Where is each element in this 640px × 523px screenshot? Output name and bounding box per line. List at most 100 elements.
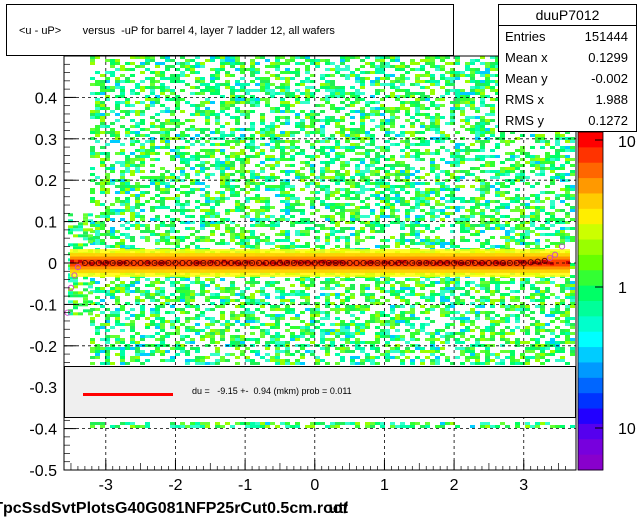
heat-cell: [535, 293, 540, 296]
heat-cell: [325, 167, 330, 170]
heat-cell: [320, 341, 325, 344]
heat-cell: [375, 335, 380, 338]
heat-cell: [410, 83, 415, 86]
heat-cell: [535, 155, 540, 158]
heat-cell: [360, 326, 365, 329]
heat-cell: [425, 425, 430, 428]
heat-cell: [245, 98, 250, 101]
heat-cell: [190, 143, 195, 146]
heat-cell: [275, 86, 280, 89]
heat-cell: [250, 65, 255, 68]
heat-cell: [405, 302, 410, 305]
heat-cell: [250, 74, 255, 77]
heat-cell: [245, 296, 250, 299]
heat-cell: [295, 317, 300, 320]
heat-cell: [535, 209, 540, 212]
heat-cell: [105, 218, 110, 221]
heat-cell: [385, 329, 390, 332]
heat-cell: [145, 134, 150, 137]
heat-cell: [320, 134, 325, 137]
heat-cell: [435, 125, 440, 128]
heat-cell: [145, 95, 150, 98]
heat-cell: [150, 293, 155, 296]
heat-cell: [490, 329, 495, 332]
heat-cell: [250, 155, 255, 158]
heat-cell: [325, 137, 330, 140]
heat-cell: [310, 146, 315, 149]
heat-cell: [155, 338, 160, 341]
heat-cell: [420, 176, 425, 179]
heat-cell: [545, 143, 550, 146]
heat-cell: [220, 299, 225, 302]
heat-cell: [150, 101, 155, 104]
heat-cell: [405, 323, 410, 326]
heat-cell: [270, 224, 275, 227]
heat-cell: [460, 332, 465, 335]
heat-cell: [405, 356, 410, 359]
heat-cell: [320, 176, 325, 179]
heat-cell: [475, 290, 480, 293]
heat-cell: [315, 245, 320, 248]
heat-cell: [355, 68, 360, 71]
heat-cell: [175, 332, 180, 335]
heat-cell: [280, 359, 285, 362]
heat-cell: [455, 74, 460, 77]
heat-cell: [310, 197, 315, 200]
heat-cell: [470, 59, 475, 62]
heat-cell: [535, 134, 540, 137]
heat-cell: [430, 77, 435, 80]
heat-cell: [175, 176, 180, 179]
heat-cell: [265, 293, 270, 296]
heat-cell: [275, 353, 280, 356]
heat-cell: [370, 236, 375, 239]
heat-cell: [220, 329, 225, 332]
heat-cell: [455, 209, 460, 212]
heat-cell: [430, 101, 435, 104]
heat-cell: [410, 335, 415, 338]
heat-cell: [505, 185, 510, 188]
heat-cell: [150, 83, 155, 86]
heat-cell: [515, 209, 520, 212]
heat-cell: [165, 89, 170, 92]
heat-cell: [225, 113, 230, 116]
heat-cell: [335, 152, 340, 155]
heat-cell: [360, 110, 365, 113]
heat-cell: [240, 350, 245, 353]
heat-cell: [530, 212, 535, 215]
heat-cell: [390, 212, 395, 215]
heat-cell: [160, 131, 165, 134]
heat-cell: [530, 296, 535, 299]
heat-cell: [495, 278, 500, 281]
heat-cell: [270, 422, 275, 425]
heat-cell: [430, 353, 435, 356]
heat-cell: [395, 200, 400, 203]
heat-cell: [515, 242, 520, 245]
heat-cell: [110, 326, 115, 329]
heat-cell: [495, 245, 500, 248]
heat-cell: [355, 164, 360, 167]
heat-cell: [380, 68, 385, 71]
heat-cell: [160, 239, 165, 242]
heat-cell: [160, 86, 165, 89]
heat-cell: [490, 119, 495, 122]
heat-cell: [345, 236, 350, 239]
heat-cell: [120, 86, 125, 89]
heat-cell: [205, 344, 210, 347]
heat-cell: [150, 230, 155, 233]
heat-cell: [410, 224, 415, 227]
heat-cell: [390, 122, 395, 125]
heat-cell: [365, 236, 370, 239]
heat-cell: [285, 62, 290, 65]
heat-cell: [330, 323, 335, 326]
heat-cell: [220, 101, 225, 104]
heat-cell: [505, 326, 510, 329]
heat-cell: [540, 140, 545, 143]
heat-cell: [340, 176, 345, 179]
heat-cell: [190, 329, 195, 332]
heat-cell: [305, 176, 310, 179]
heat-cell: [435, 242, 440, 245]
heat-cell: [375, 191, 380, 194]
heat-cell: [180, 299, 185, 302]
heat-cell: [290, 221, 295, 224]
heat-cell: [395, 197, 400, 200]
